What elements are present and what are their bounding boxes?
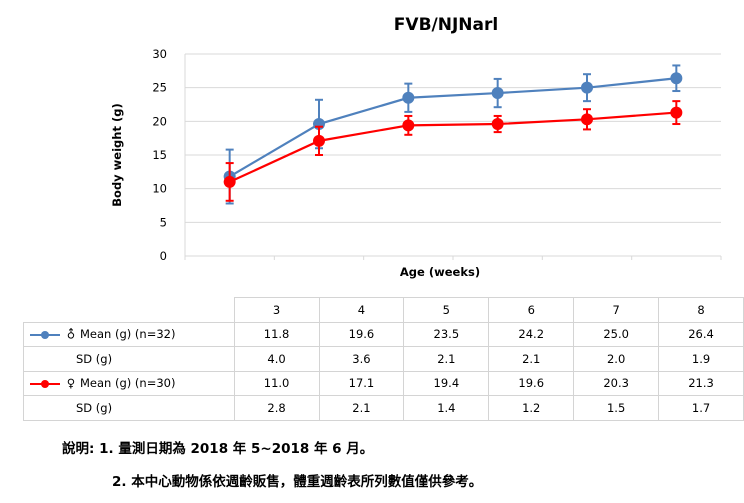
data-point [670, 72, 683, 85]
data-table: 3 4 5 6 7 8 ♂Mean (g) (n=32) 11.8 19.6 2… [23, 297, 744, 421]
data-point [581, 81, 593, 94]
data-point [402, 91, 415, 104]
table-cell: 20.3 [573, 370, 660, 396]
table-row-female-sd: SD (g) 2.8 2.1 1.4 1.2 1.5 1.7 [23, 395, 744, 421]
chart-title: FVB/NJNarl [394, 15, 498, 35]
x-axis-label: Age (weeks) [400, 265, 480, 279]
table-cell: 17.1 [318, 370, 405, 396]
gridlines [184, 53, 722, 260]
data-point [670, 106, 683, 119]
table-cell: 1.9 [658, 346, 744, 372]
series-layer [223, 64, 683, 205]
table-cell: 11.0 [233, 370, 320, 396]
male-symbol-icon: ♂ [62, 325, 80, 343]
series-female [223, 100, 683, 202]
table-cell: 19.6 [488, 370, 575, 396]
y-tick-label: 0 [160, 249, 167, 263]
y-tick-label: 25 [152, 81, 167, 95]
data-point [581, 113, 593, 126]
data-point [402, 119, 415, 132]
header-cell: 5 [403, 297, 490, 323]
header-cell: 4 [318, 297, 405, 323]
header-cell: 3 [233, 297, 320, 323]
table-cell: 2.0 [573, 346, 660, 372]
note-line-1: 說明: 1. 量測日期為 2018 年 5~2018 年 6 月。 [62, 441, 374, 457]
series-male [223, 64, 683, 205]
table-cell: 26.4 [658, 321, 744, 347]
table-cell: 25.0 [573, 321, 660, 347]
table-cell: 4.0 [233, 346, 320, 372]
table-cell: 19.4 [403, 370, 490, 396]
y-tick-label: 30 [152, 47, 167, 61]
data-point [491, 118, 504, 131]
y-tick-label: 10 [152, 182, 167, 196]
y-tick-label: 15 [152, 148, 167, 162]
sd-label: SD (g) [23, 395, 235, 421]
data-point [491, 87, 504, 100]
series-line [229, 111, 677, 183]
table-cell: 2.1 [488, 346, 575, 372]
table-row-male-sd: SD (g) 4.0 3.6 2.1 2.1 2.0 1.9 [23, 346, 744, 372]
legend-male-mean: ♂Mean (g) (n=32) [23, 321, 235, 347]
legend-label: Mean (g) (n=30) [80, 376, 176, 391]
table-cell: 1.2 [488, 395, 575, 421]
table-cell: 1.7 [658, 395, 744, 421]
legend-female-mean: ♀ Mean (g) (n=30) [23, 370, 235, 396]
table-cell: 24.2 [488, 321, 575, 347]
table-row-male-mean: ♂Mean (g) (n=32) 11.8 19.6 23.5 24.2 25.… [23, 321, 744, 347]
note-line-2: 2. 本中心動物係依週齡販售，體重週齡表所列數值僅供參考。 [112, 474, 483, 490]
table-row-female-mean: ♀ Mean (g) (n=30) 11.0 17.1 19.4 19.6 20.… [23, 370, 744, 396]
table-header-row: 3 4 5 6 7 8 [23, 297, 744, 323]
header-cell: 7 [573, 297, 660, 323]
table-cell: 19.6 [318, 321, 405, 347]
table-cell: 21.3 [658, 370, 744, 396]
table-corner-cell [23, 297, 235, 323]
legend-marker-male [30, 330, 60, 340]
header-cell: 8 [658, 297, 744, 323]
y-tick-label: 20 [152, 114, 167, 128]
table-cell: 11.8 [233, 321, 320, 347]
table-cell: 23.5 [403, 321, 490, 347]
sd-label: SD (g) [23, 346, 235, 372]
female-symbol-icon: ♀ [66, 376, 76, 391]
table-cell: 2.1 [318, 395, 405, 421]
table-cell: 3.6 [318, 346, 405, 372]
legend-label: Mean (g) (n=32) [80, 327, 176, 342]
y-axis-label: Body weight (g) [110, 103, 124, 206]
series-line [229, 77, 677, 178]
data-point [313, 134, 325, 147]
legend-marker-female [30, 379, 60, 389]
y-tick-label: 5 [160, 215, 167, 229]
header-cell: 6 [488, 297, 575, 323]
table-cell: 2.8 [233, 395, 320, 421]
y-axis-ticks: 0 5 10 15 20 25 30 [152, 47, 167, 263]
table-cell: 1.4 [403, 395, 490, 421]
table-cell: 2.1 [403, 346, 490, 372]
table-cell: 1.5 [573, 395, 660, 421]
data-point [223, 175, 236, 188]
